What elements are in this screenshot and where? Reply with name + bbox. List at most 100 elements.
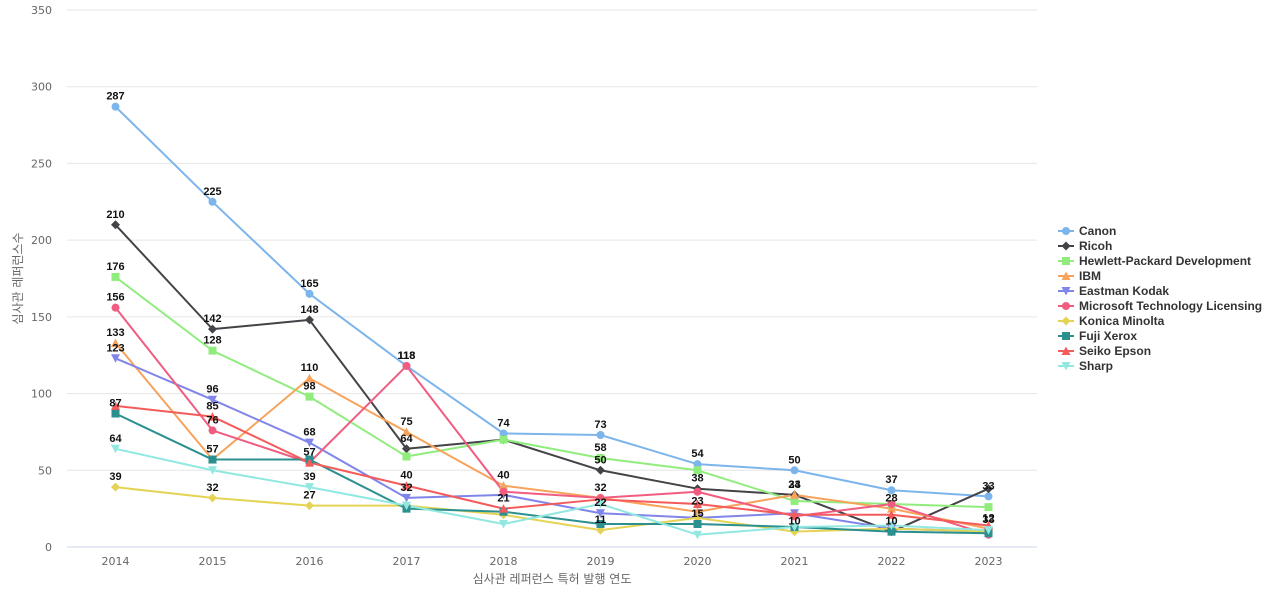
- series-line-ibm: [114, 342, 989, 530]
- data-label: 110: [301, 362, 319, 374]
- y-axis: 0 50 100 150 200 250 300 350: [31, 4, 52, 554]
- data-point-canon: [111, 102, 120, 111]
- data-point-canon: [887, 486, 896, 495]
- legend-item[interactable]: Ricoh: [1058, 239, 1112, 253]
- legend-marker: [1061, 287, 1071, 296]
- data-label: 118: [398, 350, 416, 362]
- data-point-seiko-epson: [499, 504, 508, 513]
- legend-item[interactable]: Konica Minolta: [1058, 314, 1165, 328]
- data-label: 10: [885, 516, 897, 528]
- data-point-sharp: [499, 519, 508, 529]
- x-tick-label: 2023: [975, 555, 1003, 568]
- data-point-konica-minolta: [111, 482, 120, 492]
- series-lines: [114, 105, 989, 536]
- data-point-fuji-xerox: [887, 527, 896, 536]
- data-point-seiko-epson: [402, 481, 411, 490]
- data-point-hewlett-packard-development: [790, 496, 799, 505]
- data-label: 22: [594, 497, 606, 509]
- legend-item[interactable]: Sharp: [1058, 359, 1113, 373]
- legend-marker: [1061, 362, 1071, 371]
- data-point-canon: [208, 197, 217, 206]
- data-point-eastman-kodak: [111, 354, 120, 363]
- series-line-hewlett-packard-development: [114, 276, 989, 509]
- data-point-hewlett-packard-development: [693, 466, 702, 475]
- series-line-canon: [114, 105, 989, 498]
- y-tick-label: 250: [31, 157, 52, 170]
- legend-label: Konica Minolta: [1079, 314, 1165, 328]
- data-point-seiko-epson: [111, 401, 120, 410]
- y-axis-title: 심사관 레퍼런스수: [11, 232, 25, 324]
- data-label: 142: [203, 313, 221, 325]
- y-tick-label: 150: [31, 311, 52, 324]
- data-point-hewlett-packard-development: [402, 452, 411, 461]
- legend-label: Sharp: [1079, 359, 1113, 373]
- data-point-microsoft-technology-licensing: [499, 487, 508, 496]
- data-point-microsoft-technology-licensing: [887, 500, 896, 509]
- data-point-ibm: [111, 338, 120, 347]
- data-label: 15: [691, 508, 703, 520]
- data-point-canon: [305, 289, 314, 298]
- data-label: 123: [106, 342, 124, 354]
- data-label: 40: [497, 470, 509, 482]
- data-point-sharp: [790, 523, 799, 532]
- data-label: 148: [300, 304, 318, 316]
- data-label: 76: [206, 414, 218, 426]
- data-label: 11: [595, 514, 607, 526]
- data-point-eastman-kodak: [208, 395, 217, 405]
- data-point-microsoft-technology-licensing: [111, 303, 120, 312]
- data-point-eastman-kodak: [596, 509, 605, 518]
- data-label: 68: [303, 427, 315, 439]
- data-label: 57: [206, 444, 218, 456]
- legend-label: Seiko Epson: [1079, 344, 1151, 358]
- data-point-microsoft-technology-licensing: [693, 487, 702, 496]
- data-point-konica-minolta: [208, 493, 217, 503]
- legend-marker: [1061, 241, 1071, 251]
- data-labels: 287 225 165 118 74 73 54 50 37 33 210 142 148 64 50 38 3…: [106, 91, 994, 528]
- data-point-canon: [984, 492, 993, 501]
- data-label: 28: [885, 493, 897, 505]
- data-label: 50: [594, 454, 606, 466]
- data-label: 128: [203, 335, 221, 347]
- data-label: 57: [303, 447, 315, 459]
- data-label: 33: [982, 514, 994, 526]
- data-point-ibm: [887, 504, 896, 513]
- data-point-canon: [596, 430, 605, 439]
- data-point-ibm: [305, 373, 314, 383]
- legend-item[interactable]: Hewlett-Packard Development: [1058, 254, 1251, 268]
- data-label: 21: [497, 493, 509, 505]
- data-point-ricoh: [596, 465, 605, 475]
- data-point-hewlett-packard-development: [208, 346, 217, 355]
- data-point-sharp: [596, 500, 605, 509]
- legend-item[interactable]: IBM: [1058, 269, 1101, 283]
- data-point-microsoft-technology-licensing: [402, 361, 411, 370]
- data-point-microsoft-technology-licensing: [208, 426, 217, 435]
- y-tick-label: 0: [45, 541, 52, 554]
- data-point-ricoh: [208, 324, 217, 334]
- data-point-eastman-kodak: [402, 493, 411, 503]
- data-point-sharp: [402, 501, 411, 511]
- data-label: 38: [691, 473, 703, 485]
- data-point-sharp: [693, 530, 702, 540]
- legend-item[interactable]: Canon: [1058, 224, 1116, 238]
- legend-marker: [1061, 271, 1071, 280]
- series-line-eastman-kodak: [115, 357, 989, 533]
- legend-item[interactable]: Microsoft Technology Licensing: [1058, 299, 1262, 313]
- data-label: 64: [400, 433, 413, 445]
- x-tick-label: 2021: [781, 555, 809, 568]
- data-label: 33: [982, 480, 994, 492]
- data-point-ibm: [499, 481, 508, 490]
- y-tick-label: 100: [31, 388, 52, 401]
- data-point-ibm: [402, 427, 411, 436]
- data-label: 87: [109, 398, 121, 410]
- data-label: 118: [398, 350, 416, 362]
- legend-item[interactable]: Seiko Epson: [1058, 344, 1151, 358]
- data-label: 39: [109, 471, 121, 483]
- data-label: 225: [203, 186, 221, 198]
- legend-item[interactable]: Fuji Xerox: [1058, 329, 1137, 343]
- x-tick-label: 2020: [684, 555, 712, 568]
- legend-item[interactable]: Eastman Kodak: [1058, 284, 1169, 298]
- data-point-sharp: [984, 526, 993, 535]
- data-label: 39: [303, 471, 315, 483]
- x-axis: 2014 2015 2016 2017 2018 2019 2020 2021 2022 2023: [102, 555, 1003, 568]
- data-point-fuji-xerox: [596, 519, 605, 528]
